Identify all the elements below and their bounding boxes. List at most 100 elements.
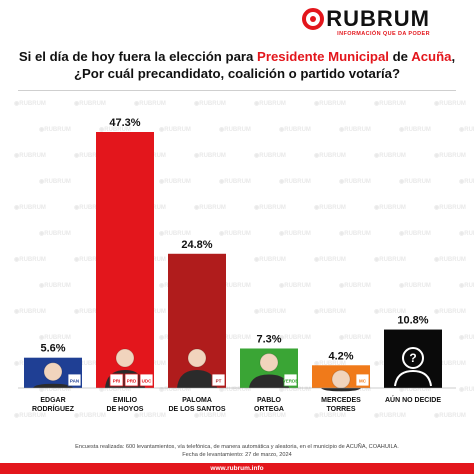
watermark: ◉RUBRUM [39, 127, 71, 133]
watermark: ◉RUBRUM [14, 309, 46, 315]
value-label-4: 7.3% [256, 333, 281, 345]
watermark: ◉RUBRUM [374, 257, 406, 263]
watermark: ◉RUBRUM [374, 413, 406, 419]
watermark: ◉RUBRUM [254, 205, 286, 211]
category-label-2: EMILIO [113, 397, 138, 404]
watermark: ◉RUBRUM [399, 283, 431, 289]
watermark: ◉RUBRUM [374, 309, 406, 315]
watermark: ◉RUBRUM [254, 257, 286, 263]
watermark: ◉RUBRUM [14, 153, 46, 159]
divider [18, 90, 456, 91]
watermark: ◉RUBRUM [74, 257, 106, 263]
watermark: ◉RUBRUM [434, 205, 466, 211]
watermark: ◉RUBRUM [254, 101, 286, 107]
watermark: ◉RUBRUM [219, 283, 251, 289]
watermark: ◉RUBRUM [39, 335, 71, 341]
candidate-photo-body [177, 370, 217, 388]
party-badge [109, 373, 124, 387]
category-label-3: PALOMA [182, 397, 212, 404]
watermark: ◉RUBRUM [254, 413, 286, 419]
value-label-2: 47.3% [109, 117, 140, 129]
bar-6 [384, 329, 442, 388]
watermark: ◉RUBRUM [39, 231, 71, 237]
watermark: ◉RUBRUM [279, 335, 311, 341]
survey-question: Si el día de hoy fuera la elección para … [12, 48, 462, 82]
watermark: ◉RUBRUM [434, 101, 466, 107]
category-label-2: DE HOYOS [107, 406, 144, 413]
party-badge-label: PRD [127, 379, 137, 384]
category-label-1: EDGAR [40, 397, 65, 404]
watermark: ◉RUBRUM [434, 309, 466, 315]
watermark: ◉RUBRUM [339, 283, 371, 289]
watermark: ◉RUBRUM [279, 283, 311, 289]
watermark: ◉RUBRUM [434, 153, 466, 159]
survey-methodology: Encuesta realizada: 600 levantamientos, … [0, 443, 474, 459]
category-label-4: ORTEGA [254, 406, 284, 413]
brand-logo-mark [302, 8, 325, 30]
party-badge [67, 373, 82, 387]
question-text-3: , ¿Por cuál precandidato, coalición o pa… [73, 49, 456, 81]
footer-bar: www.rubrum.info [0, 463, 474, 474]
watermark: ◉RUBRUM [219, 127, 251, 133]
header: RUBRUM INFORMACIÓN QUE DA PODER [0, 0, 474, 44]
watermark: ◉RUBRUM [279, 387, 311, 393]
watermark: ◉RUBRUM [314, 153, 346, 159]
candidate-photo-head [43, 362, 63, 382]
candidate-photo-head [187, 348, 207, 368]
category-label-4: PABLO [257, 397, 282, 404]
watermark: ◉RUBRUM [39, 387, 71, 393]
watermark: ◉RUBRUM [134, 101, 166, 107]
party-badge-label: PAN [70, 379, 79, 384]
watermark: ◉RUBRUM [14, 101, 46, 107]
question-highlight-office: Presidente Municipal [257, 49, 389, 64]
bar-3 [168, 253, 226, 388]
candidate-photo-head [259, 352, 279, 372]
candidate-photo-body [249, 374, 289, 388]
value-label-6: 10.8% [397, 315, 428, 327]
watermark: ◉RUBRUM [254, 153, 286, 159]
party-badge [283, 373, 298, 387]
question-highlight-city: Acuña [411, 49, 452, 64]
party-badge-label: UDC [142, 379, 152, 384]
candidate-photo-body [33, 383, 73, 388]
brand-name: RUBRUM [326, 6, 430, 31]
category-label-5: TORRES [326, 406, 355, 413]
survey-date: Fecha de levantamiento: 27 de marzo, 202… [182, 452, 292, 458]
watermark: ◉RUBRUM [314, 205, 346, 211]
watermark: ◉RUBRUM [434, 361, 466, 367]
methodology-text: Encuesta realizada: 600 levantamientos, … [75, 444, 399, 450]
candidate-photo-head [115, 348, 135, 368]
watermark: ◉RUBRUM [399, 387, 431, 393]
party-badge-label: PRI [113, 379, 121, 384]
watermark: ◉RUBRUM [434, 413, 466, 419]
unknown-head-icon [402, 347, 424, 369]
brand-logo: RUBRUM [302, 8, 430, 30]
watermark: ◉RUBRUM [74, 413, 106, 419]
watermark: ◉RUBRUM [434, 257, 466, 263]
watermark: ◉RUBRUM [254, 309, 286, 315]
watermark: ◉RUBRUM [459, 127, 474, 133]
watermark: ◉RUBRUM [99, 127, 131, 133]
watermark: ◉RUBRUM [219, 335, 251, 341]
watermark: ◉RUBRUM [374, 101, 406, 107]
website-link[interactable]: www.rubrum.info [210, 465, 264, 472]
watermark: ◉RUBRUM [219, 179, 251, 185]
value-label-5: 4.2% [328, 350, 353, 362]
watermark: ◉RUBRUM [194, 413, 226, 419]
watermark: ◉RUBRUM [399, 127, 431, 133]
party-badge [139, 373, 154, 387]
watermark: ◉RUBRUM [314, 257, 346, 263]
watermark: ◉RUBRUM [219, 387, 251, 393]
party-badge-label: PT [216, 379, 222, 384]
watermark: ◉RUBRUM [219, 231, 251, 237]
party-badge-label: MC [359, 379, 367, 384]
watermark: ◉RUBRUM [314, 101, 346, 107]
candidate-photo-body [321, 388, 361, 392]
watermark: ◉RUBRUM [14, 205, 46, 211]
party-badge [211, 373, 226, 387]
value-label-3: 24.8% [181, 239, 212, 251]
watermark: ◉RUBRUM [14, 413, 46, 419]
unknown-body-icon [394, 369, 432, 387]
category-label-1: RODRÍGUEZ [32, 404, 75, 413]
question-mark-icon: ? [409, 351, 416, 365]
